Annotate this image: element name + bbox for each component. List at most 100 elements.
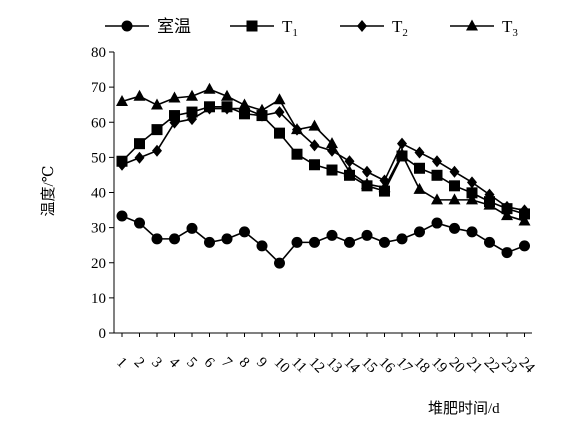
triangle-marker [151,98,163,110]
diamond-marker [414,146,425,159]
circle-marker [484,236,495,248]
diamond-marker [309,139,320,152]
series-line [121,215,525,265]
circle-marker [256,240,268,252]
triangle-marker [466,193,478,205]
y-tick-label: 80 [91,45,106,61]
circle-marker [326,229,338,241]
square-marker [326,164,338,176]
legend-item-1: 室温 [105,17,191,36]
triangle-marker [133,89,146,101]
triangle-marker [238,98,251,110]
diamond-marker [274,106,285,119]
triangle-marker [501,209,513,221]
circle-marker [431,217,443,229]
triangle-marker [186,89,198,101]
diamond-marker [187,113,197,126]
triangle-marker [221,89,233,101]
circle-marker [221,233,233,245]
series-layer [116,82,531,269]
circle-marker [291,236,303,248]
triangle-marker [168,91,181,103]
legend-label: T2 [392,17,408,39]
square-marker [466,187,478,199]
circle-marker [239,226,250,238]
circle-marker [501,247,513,259]
y-tick-label: 0 [99,326,107,342]
triangle-marker [291,123,303,135]
circle-marker [134,217,145,229]
circle-marker [121,20,133,32]
triangle-marker [256,103,268,115]
triangle-marker [378,181,391,193]
legend-label: 室温 [157,17,191,36]
circle-marker [414,226,425,238]
triangle-marker [431,193,443,205]
square-marker [291,148,303,160]
diamond-marker [484,188,495,201]
y-ticks: 0 10 20 30 40 50 60 70 80 [91,45,114,342]
triangle-marker [203,82,216,94]
square-marker [274,127,285,139]
triangle-marker [413,182,426,194]
square-marker [186,106,198,118]
triangle-marker [448,193,461,205]
triangle-marker [273,93,286,105]
series-1 [116,210,530,269]
square-marker [151,124,163,136]
square-marker [246,20,258,32]
triangle-marker [518,214,531,226]
legend-item-2: T1 [230,17,298,39]
y-axis-title: 温度/℃ [40,166,57,217]
x-tick-label: 4 [166,355,183,372]
square-marker [449,180,460,192]
circle-marker [466,226,478,238]
series-line [121,107,525,212]
x-axis-title: 堆肥时间/d [428,400,500,417]
diamond-marker [344,155,355,168]
diamond-marker [134,151,145,164]
square-marker [134,138,145,150]
diamond-marker [449,165,460,178]
circle-marker [169,233,180,245]
triangle-marker [483,198,496,210]
legend-label-subscript: 1 [292,27,298,39]
square-marker [169,110,180,122]
diamond-marker [467,176,477,189]
triangle-marker [308,119,321,131]
diamond-marker [222,102,232,115]
y-tick-label: 50 [91,150,106,166]
y-tick-label: 70 [91,80,106,96]
x-tick-label: 5 [183,355,200,372]
x-tick-label: 8 [236,355,253,372]
circle-marker [344,236,355,248]
triangle-marker [326,137,338,149]
series-3 [117,102,530,217]
series-line [121,105,525,215]
diamond-marker [357,20,367,32]
diamond-marker [519,204,530,217]
circle-marker [274,257,285,269]
diamond-marker [502,200,512,213]
triangle-marker [116,95,128,107]
legend-label: T3 [502,17,518,39]
legend-label-subscript: 3 [512,27,518,39]
legend-item-3: T2 [340,17,408,39]
diamond-marker [169,116,180,129]
circle-marker [519,240,530,252]
circle-marker [116,210,128,222]
diamond-marker [152,144,162,157]
x-tick-label: 6 [201,355,218,372]
diamond-marker [397,137,407,150]
circle-marker [449,222,460,234]
x-tick-label: 2 [131,355,148,372]
x-tick-label: 7 [218,355,235,372]
circle-marker [361,229,373,241]
triangle-marker [343,165,356,177]
legend-item-4: T3 [450,17,518,39]
square-marker [309,159,320,171]
circle-marker [186,222,198,234]
square-marker [414,162,425,174]
x-tick-label: 1 [113,355,130,372]
